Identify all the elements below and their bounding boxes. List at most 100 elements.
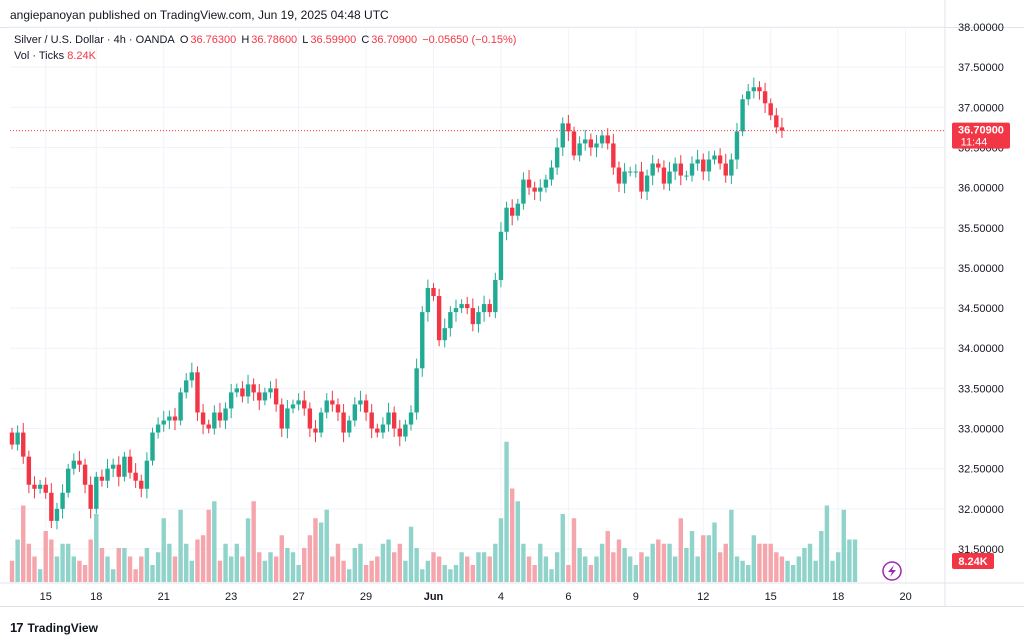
volume-bar (554, 552, 560, 582)
candle-body (403, 424, 408, 437)
volume-bar (251, 501, 256, 582)
x-tick-label: 15 (40, 591, 52, 603)
volume-bar (740, 560, 745, 582)
candle-body (105, 468, 110, 481)
candle-body (167, 416, 172, 421)
volume-bar (94, 514, 99, 582)
candle-body (26, 456, 32, 485)
candle-body (54, 508, 60, 521)
volume-bar (150, 565, 155, 582)
volume-bar (684, 548, 689, 582)
candle-body (543, 179, 549, 188)
candle-body (279, 404, 284, 429)
volume-bar (543, 556, 549, 582)
x-tick-label: 23 (225, 591, 237, 603)
volume-bar (515, 501, 520, 582)
candle-body (481, 304, 487, 313)
volume-bar (532, 565, 537, 582)
volume-bar (66, 543, 71, 582)
volume-bar (431, 552, 436, 582)
volume-bar (672, 556, 678, 582)
candle-body (234, 388, 239, 393)
candle-body (212, 412, 217, 429)
volume-bar (380, 543, 386, 582)
volume-bar (622, 548, 627, 582)
candle-body (560, 123, 565, 148)
volume-bar (257, 552, 262, 582)
volume-bar (841, 509, 846, 582)
candle-body (746, 91, 751, 100)
candle-body (425, 288, 431, 313)
volume-bar (21, 505, 26, 582)
y-tick-label: 36.00000 (958, 183, 1004, 195)
candle-body (695, 159, 700, 164)
x-tick-label: 18 (90, 591, 102, 603)
candle-body (599, 135, 605, 144)
volume-bar (751, 535, 757, 582)
volume-bar (139, 556, 144, 582)
volume-bar (734, 556, 740, 582)
volume-bar (588, 565, 594, 582)
volume-bar (212, 501, 217, 582)
x-tick-label: Jun (424, 591, 444, 603)
candle-body (493, 279, 498, 313)
candle-body (330, 400, 335, 405)
volume-bar (172, 556, 178, 582)
volume-bar (487, 556, 492, 582)
candle-body (734, 131, 740, 160)
volume-bar (774, 552, 779, 582)
volume-bar (15, 539, 20, 582)
volume-bar (746, 565, 751, 582)
volume-bar (465, 556, 470, 582)
volume-bar (330, 556, 335, 582)
candle-body (116, 464, 121, 477)
candle-body (605, 135, 610, 144)
candle-body (155, 424, 161, 433)
candle-body (408, 412, 414, 425)
volume-label[interactable]: Vol · Ticks (14, 50, 65, 62)
candle-body (628, 171, 633, 173)
volume-bar (391, 552, 397, 582)
candle-body (217, 412, 223, 421)
volume-bar (347, 569, 352, 582)
y-tick-label: 34.50000 (958, 303, 1004, 315)
candle-body (712, 155, 717, 160)
x-tick-label: 6 (565, 591, 571, 603)
volume-bar (26, 543, 32, 582)
close-value: 36.70900 (371, 34, 418, 46)
candle-body (127, 456, 133, 473)
volume-bar (184, 543, 189, 582)
candle-body (307, 408, 313, 429)
candle-body (470, 308, 476, 325)
candle-body (88, 484, 93, 509)
volume-bar (442, 565, 447, 582)
candle-body (32, 484, 37, 489)
candle-body (380, 424, 386, 433)
volume-bar (650, 543, 655, 582)
candle-body (223, 408, 228, 421)
candle-body (363, 400, 369, 413)
volume-bar (796, 556, 801, 582)
x-tick-label: 29 (360, 591, 372, 603)
open-value: 36.76300 (190, 34, 237, 46)
volume-bar (594, 556, 599, 582)
candle-body (448, 312, 453, 329)
volume-bar (200, 535, 206, 582)
tradingview-logo[interactable]: 17 TradingView (10, 620, 98, 635)
candle-body (318, 412, 324, 433)
y-tick-label: 33.50000 (958, 383, 1004, 395)
volume-bar (217, 560, 223, 582)
symbol-name[interactable]: Silver / U.S. Dollar · 4h · OANDA (14, 34, 175, 46)
candle-body (504, 207, 509, 232)
volume-bar (99, 548, 105, 582)
volume-bar (723, 543, 728, 582)
candle-body (144, 460, 150, 489)
candle-body (184, 380, 189, 393)
candle-body (37, 484, 43, 489)
volume-bar (397, 543, 402, 582)
candle-body (689, 163, 695, 176)
volume-bar (847, 539, 852, 582)
volume-bar (60, 543, 65, 582)
volume-bar (577, 548, 582, 582)
